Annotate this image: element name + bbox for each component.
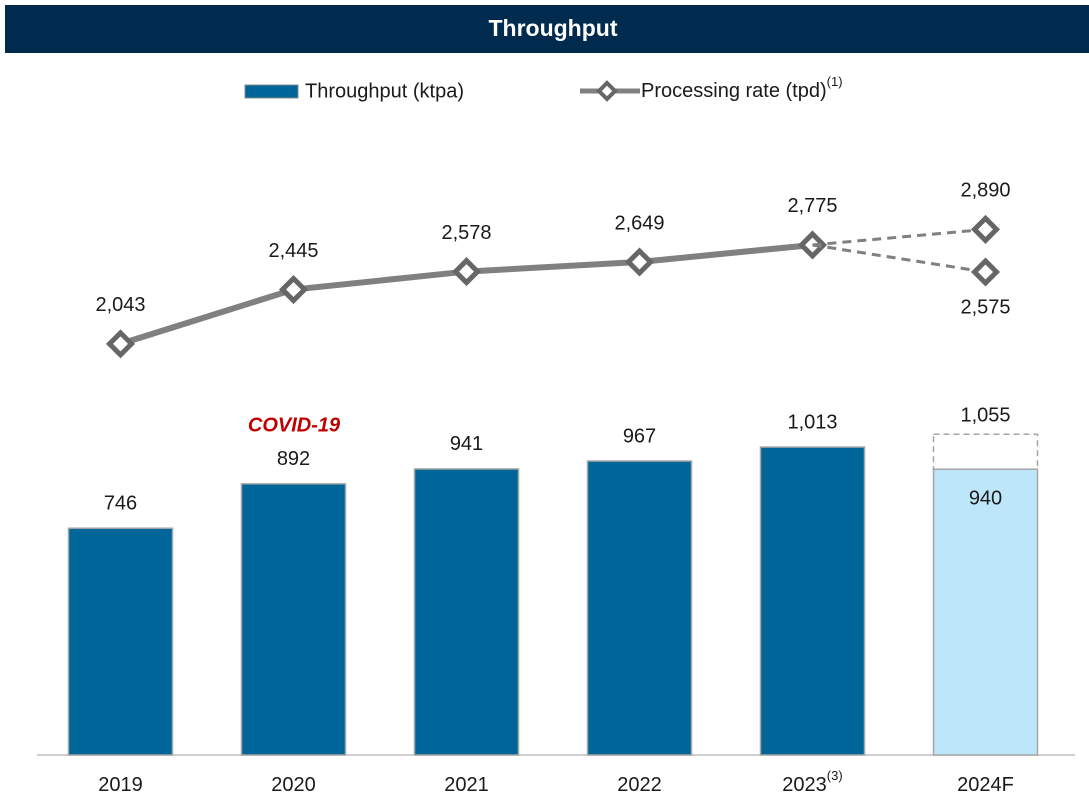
annotation: COVID-19 xyxy=(248,414,341,436)
forecast-line xyxy=(812,243,986,274)
data-label: 1,013 xyxy=(787,411,837,433)
x-tick-text: 2024F xyxy=(957,774,1014,796)
data-label: 2,578 xyxy=(441,222,491,244)
line-marker xyxy=(451,257,482,287)
data-label: 2,775 xyxy=(787,195,837,217)
line-marker xyxy=(970,214,1001,244)
legend-label: Throughput (ktpa) xyxy=(305,80,464,102)
data-label: 1,055 xyxy=(960,405,1010,427)
x-tick-label: 2019 xyxy=(98,774,143,796)
data-label: 2,445 xyxy=(268,240,318,262)
legend-superscript: (1) xyxy=(827,74,843,89)
x-tick-text: 2023 xyxy=(782,774,827,796)
data-label: 967 xyxy=(623,425,656,447)
title-bar xyxy=(5,5,1089,53)
data-label: 746 xyxy=(104,492,137,514)
x-tick-label: 2020 xyxy=(271,774,316,796)
x-tick-label: 2023(3) xyxy=(782,768,842,796)
bar xyxy=(586,460,693,756)
forecast-range xyxy=(932,433,1039,470)
data-label: 940 xyxy=(969,488,1002,510)
legend-marker xyxy=(596,80,618,102)
x-tick-text: 2020 xyxy=(271,774,316,796)
data-label: 2,890 xyxy=(960,180,1010,202)
line-marker xyxy=(105,329,136,359)
legend-label: Processing rate (tpd)(1) xyxy=(641,74,843,102)
x-tick-text: 2019 xyxy=(98,774,143,796)
forecast-line xyxy=(812,227,986,247)
chart-title: Throughput xyxy=(488,15,617,41)
line-marker xyxy=(278,275,309,305)
bar xyxy=(67,527,174,756)
x-tick-text: 2021 xyxy=(444,774,489,796)
legend-swatch-bar xyxy=(244,84,299,99)
data-label: 892 xyxy=(277,448,310,470)
bar xyxy=(240,483,347,756)
data-label: 2,575 xyxy=(960,296,1010,318)
data-label: 2,043 xyxy=(95,294,145,316)
bar xyxy=(932,468,1039,756)
x-tick-label: 2024F xyxy=(957,774,1014,796)
bar xyxy=(413,468,520,756)
line-marker xyxy=(970,257,1001,287)
legend-text: Processing rate (tpd) xyxy=(641,80,827,102)
x-tick-label: 2021 xyxy=(444,774,489,796)
line-marker xyxy=(624,247,655,277)
x-tick-text: 2022 xyxy=(617,774,662,796)
x-tick-label: 2022 xyxy=(617,774,662,796)
data-label: 2,649 xyxy=(614,212,664,234)
data-label: 941 xyxy=(450,433,483,455)
bar xyxy=(759,446,866,756)
x-tick-superscript: (3) xyxy=(827,768,843,783)
